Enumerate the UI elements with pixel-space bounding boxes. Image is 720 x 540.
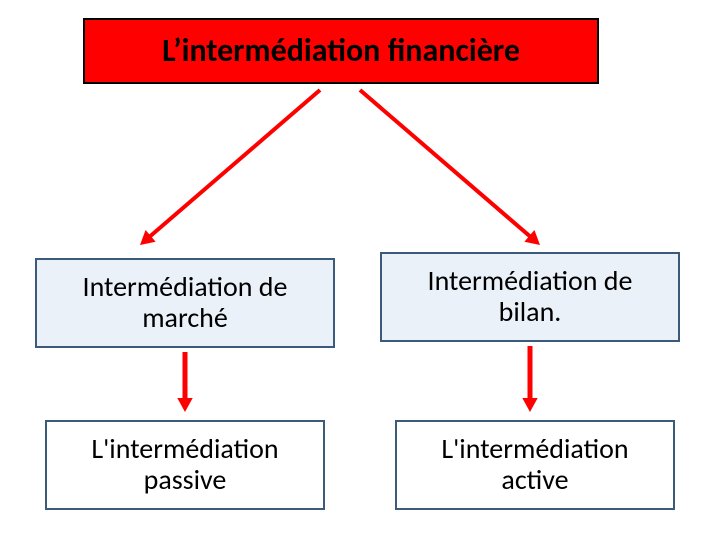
mid-left-box: Intermédiation de marché xyxy=(35,258,335,348)
mid-left-line1: Intermédiation de xyxy=(83,272,288,303)
mid-left-line2: marché xyxy=(142,303,228,334)
leaf-right-box: L'intermédiation active xyxy=(395,420,675,510)
leaf-right-line1: L'intermédiation xyxy=(441,434,628,465)
leaf-left-line1: L'intermédiation xyxy=(91,434,278,465)
title-text: L’intermédiation financière xyxy=(162,33,520,68)
leaf-right-line2: active xyxy=(501,465,568,496)
leaf-left-line2: passive xyxy=(144,465,227,496)
mid-right-line2: bilan. xyxy=(499,297,562,328)
title-box: L’intermédiation financière xyxy=(83,18,599,84)
mid-right-box: Intermédiation de bilan. xyxy=(380,252,680,342)
mid-right-line1: Intermédiation de xyxy=(428,266,633,297)
leaf-left-box: L'intermédiation passive xyxy=(45,420,325,510)
